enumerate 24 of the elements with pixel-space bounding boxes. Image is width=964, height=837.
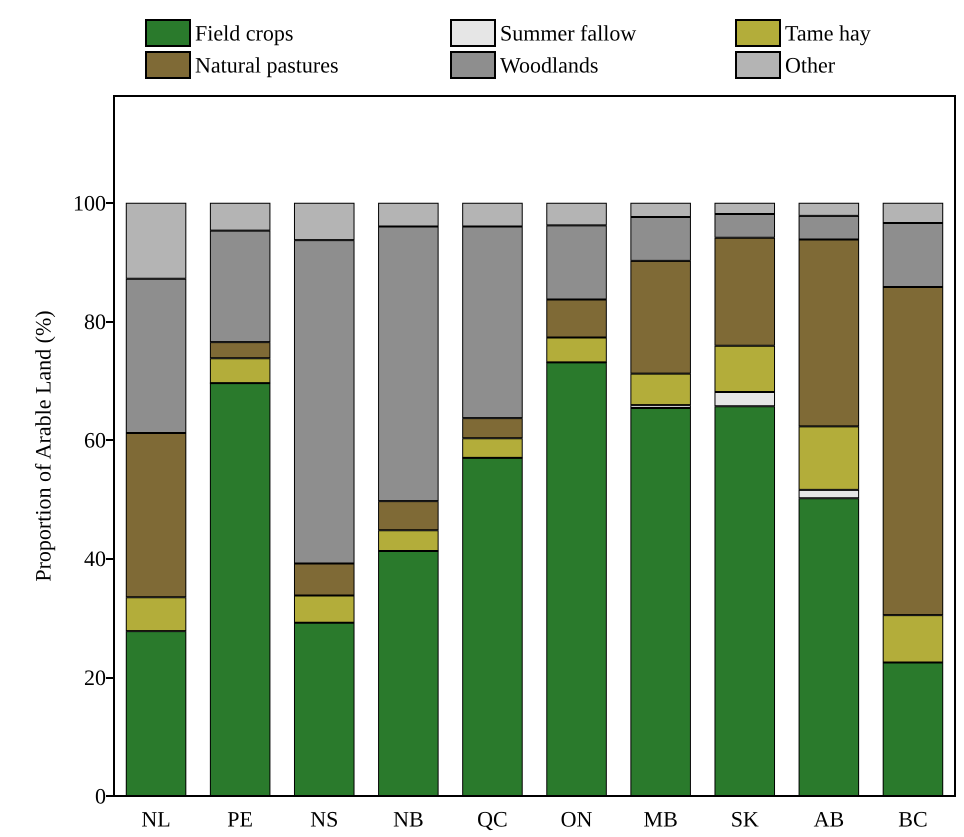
y-tick-label: 20 [84, 664, 106, 690]
y-tick-label: 40 [84, 546, 106, 572]
x-tick-label: BC [898, 806, 928, 832]
legend-label: Tame hay [785, 20, 871, 46]
y-tick-label: 0 [95, 784, 106, 808]
y-tick-label: 60 [84, 428, 106, 453]
legend-label: Summer fallow [500, 20, 636, 46]
legend-label: Field crops [195, 20, 294, 46]
legend-label: Woodlands [500, 52, 598, 78]
x-tick-label: PE [227, 806, 253, 832]
y-tick-label: 80 [84, 308, 106, 334]
x-tick-label: NB [393, 806, 424, 832]
legend-label: Other [785, 52, 836, 78]
x-tick-label: NL [141, 806, 171, 832]
x-tick-label: ON [560, 806, 593, 832]
x-tick-label: NS [310, 806, 338, 832]
y-tick-label: 100 [73, 190, 106, 216]
x-tick-label: AB [814, 806, 844, 832]
y-axis-title: Proportion of Arable Land (%) [30, 310, 56, 582]
bar [630, 408, 691, 796]
x-tick-label: SK [730, 806, 759, 832]
legend-label: Natural pastures [195, 52, 339, 78]
x-tick-label: QC [477, 806, 508, 832]
x-tick-label: MB [644, 806, 678, 832]
